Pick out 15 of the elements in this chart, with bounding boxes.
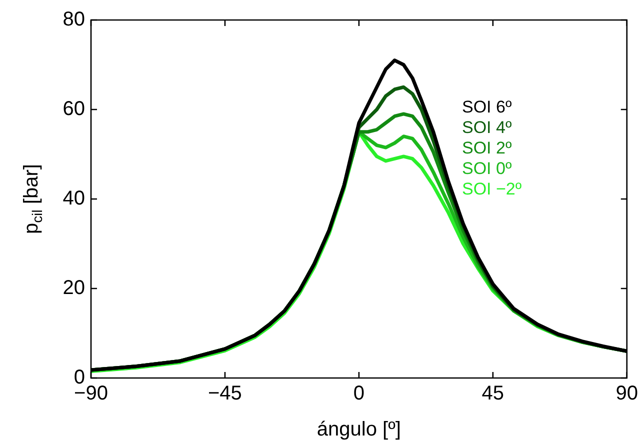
y-tick-label: 80: [62, 8, 85, 31]
series-label: SOI −2º: [462, 180, 522, 199]
x-tick-label: 90: [616, 382, 638, 405]
series-label: SOI 0º: [462, 159, 512, 178]
x-axis-title: ángulo [º]: [316, 418, 401, 441]
x-tick-label: −45: [208, 382, 242, 405]
y-tick-label: 20: [62, 277, 85, 300]
series-label: SOI 4º: [462, 118, 512, 138]
y-tick-label: 40: [62, 188, 85, 210]
x-tick-label: 0: [353, 382, 364, 405]
series-label: SOI 2º: [462, 138, 512, 158]
x-tick-label: 45: [482, 382, 504, 405]
y-axis-title: pcil [bar]: [20, 164, 45, 234]
y-tick-label: 60: [62, 98, 85, 120]
series-label: SOI 6º: [462, 98, 512, 117]
